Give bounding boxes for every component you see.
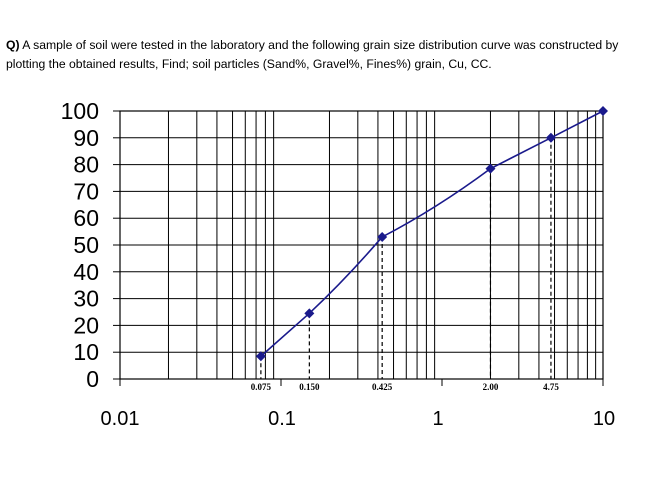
sieve-size-label: 0.075: [251, 382, 272, 392]
question-text: Q) A sample of soil were tested in the l…: [6, 36, 646, 74]
y-tick-label: 40: [73, 259, 99, 285]
y-tick-label: 30: [73, 286, 99, 312]
data-point-marker: [485, 163, 496, 174]
y-tick-label: 0: [86, 366, 99, 392]
y-tick-label: 90: [73, 125, 99, 151]
data-point-marker: [598, 106, 608, 116]
data-point-marker: [255, 351, 266, 362]
y-tick-label: 50: [73, 232, 99, 258]
data-point-marker: [304, 308, 315, 319]
sieve-size-label: 2.00: [483, 382, 499, 392]
question-body: A sample of soil were tested in the labo…: [6, 38, 619, 71]
x-tick-label: 10: [593, 408, 615, 430]
y-tick-label: 10: [73, 339, 99, 365]
y-tick-label: 100: [61, 98, 99, 124]
y-tick-label: 70: [73, 178, 99, 204]
x-tick-label: 0.01: [101, 408, 140, 430]
x-tick-label: 0.1: [268, 408, 296, 430]
sieve-size-label: 0.150: [299, 382, 320, 392]
question-prefix: Q): [6, 38, 20, 52]
y-tick-label: 20: [73, 312, 99, 338]
data-point-marker: [545, 132, 556, 143]
sieve-size-label: 4.75: [543, 382, 559, 392]
x-tick-label: 1: [432, 408, 443, 430]
y-tick-label: 60: [73, 205, 99, 231]
grain-size-curve: [260, 110, 604, 357]
y-tick-label: 80: [73, 152, 99, 178]
data-point-marker: [377, 231, 388, 242]
sieve-size-label: 0.425: [372, 382, 393, 392]
